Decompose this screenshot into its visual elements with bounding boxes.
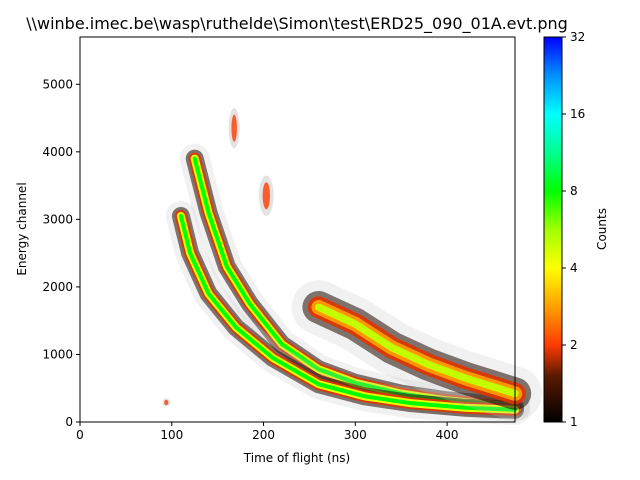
- colorbar-tick-label: 4: [570, 261, 578, 275]
- y-tick-label: 0: [65, 415, 73, 429]
- density-feature-curve: [165, 201, 530, 425]
- colorbar-tick-label: 16: [570, 107, 585, 121]
- y-tick-label: 1000: [42, 347, 73, 361]
- density-feature-blob: [228, 107, 240, 149]
- plot-frame: [79, 36, 516, 423]
- x-tick-label: 400: [436, 428, 459, 442]
- x-axis-ticks: 0 100 200 300 400: [76, 422, 459, 442]
- colorbar-tick-label: 8: [570, 184, 578, 198]
- chart-title: \\winbe.imec.be\wasp\ruthelde\Simon\test…: [26, 14, 568, 34]
- plot-area: [79, 36, 542, 425]
- colorbar-ticks: 1 2 4 8 16 32: [562, 30, 585, 429]
- x-tick-label: 100: [160, 428, 183, 442]
- x-tick-label: 200: [252, 428, 275, 442]
- y-tick-label: 2000: [42, 280, 73, 294]
- density-feature-blob: [258, 175, 274, 216]
- colorbar-label: Counts: [595, 208, 609, 250]
- colorbar-tick-label: 2: [570, 338, 578, 352]
- y-tick-label: 3000: [42, 212, 73, 226]
- x-tick-label: 0: [76, 428, 84, 442]
- density-feature-band: [291, 280, 542, 421]
- colorbar-tick-label: 32: [570, 30, 585, 44]
- colorbar-tick-label: 1: [570, 415, 578, 429]
- x-tick-label: 300: [344, 428, 367, 442]
- y-axis-label: Energy channel: [15, 182, 29, 275]
- y-tick-label: 5000: [42, 77, 73, 91]
- heatmap-density: [162, 107, 542, 425]
- colorbar: 1 2 4 8 16 32 Counts: [543, 30, 609, 429]
- y-tick-label: 4000: [42, 145, 73, 159]
- y-axis-ticks: 0 1000 2000 3000 4000 5000: [42, 77, 80, 429]
- colorbar-gradient: [543, 36, 563, 423]
- density-feature-blob: [162, 398, 171, 407]
- x-axis-label: Time of flight (ns): [243, 451, 350, 465]
